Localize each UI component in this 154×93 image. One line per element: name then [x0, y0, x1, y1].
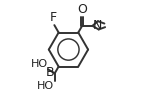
Text: HO: HO [37, 81, 54, 91]
Text: B: B [46, 66, 54, 79]
Text: F: F [50, 11, 57, 24]
Text: O: O [77, 3, 87, 16]
Text: N: N [93, 19, 102, 32]
Text: HO: HO [30, 59, 48, 69]
